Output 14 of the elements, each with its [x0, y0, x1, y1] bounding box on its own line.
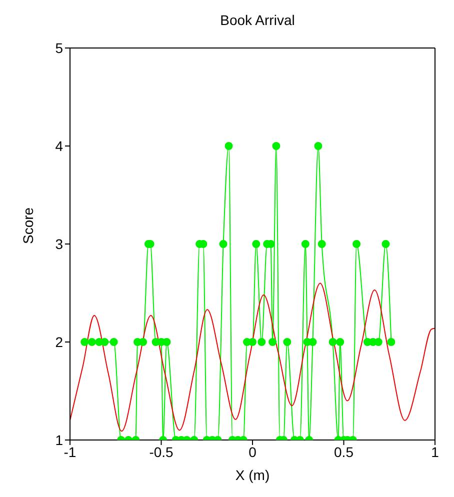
y-tick-label: 4 [55, 138, 64, 154]
y-tick-label: 3 [55, 236, 64, 252]
x-tick-label: 1 [431, 444, 440, 460]
y-tick-label: 2 [55, 334, 64, 350]
line-series [70, 282, 435, 432]
x-tick-label: -1 [64, 444, 76, 460]
x-axis-title: X (m) [235, 467, 270, 483]
chart-title: Book Arrival [219, 12, 296, 28]
x-tick-label: 0.5 [334, 444, 354, 460]
x-tick-label: -0.5 [149, 444, 174, 460]
x-tick-label: 0 [248, 444, 257, 460]
y-tick-label: 5 [55, 40, 64, 56]
y-tick-label: 1 [55, 432, 64, 448]
y-axis-title: Score [20, 207, 36, 244]
